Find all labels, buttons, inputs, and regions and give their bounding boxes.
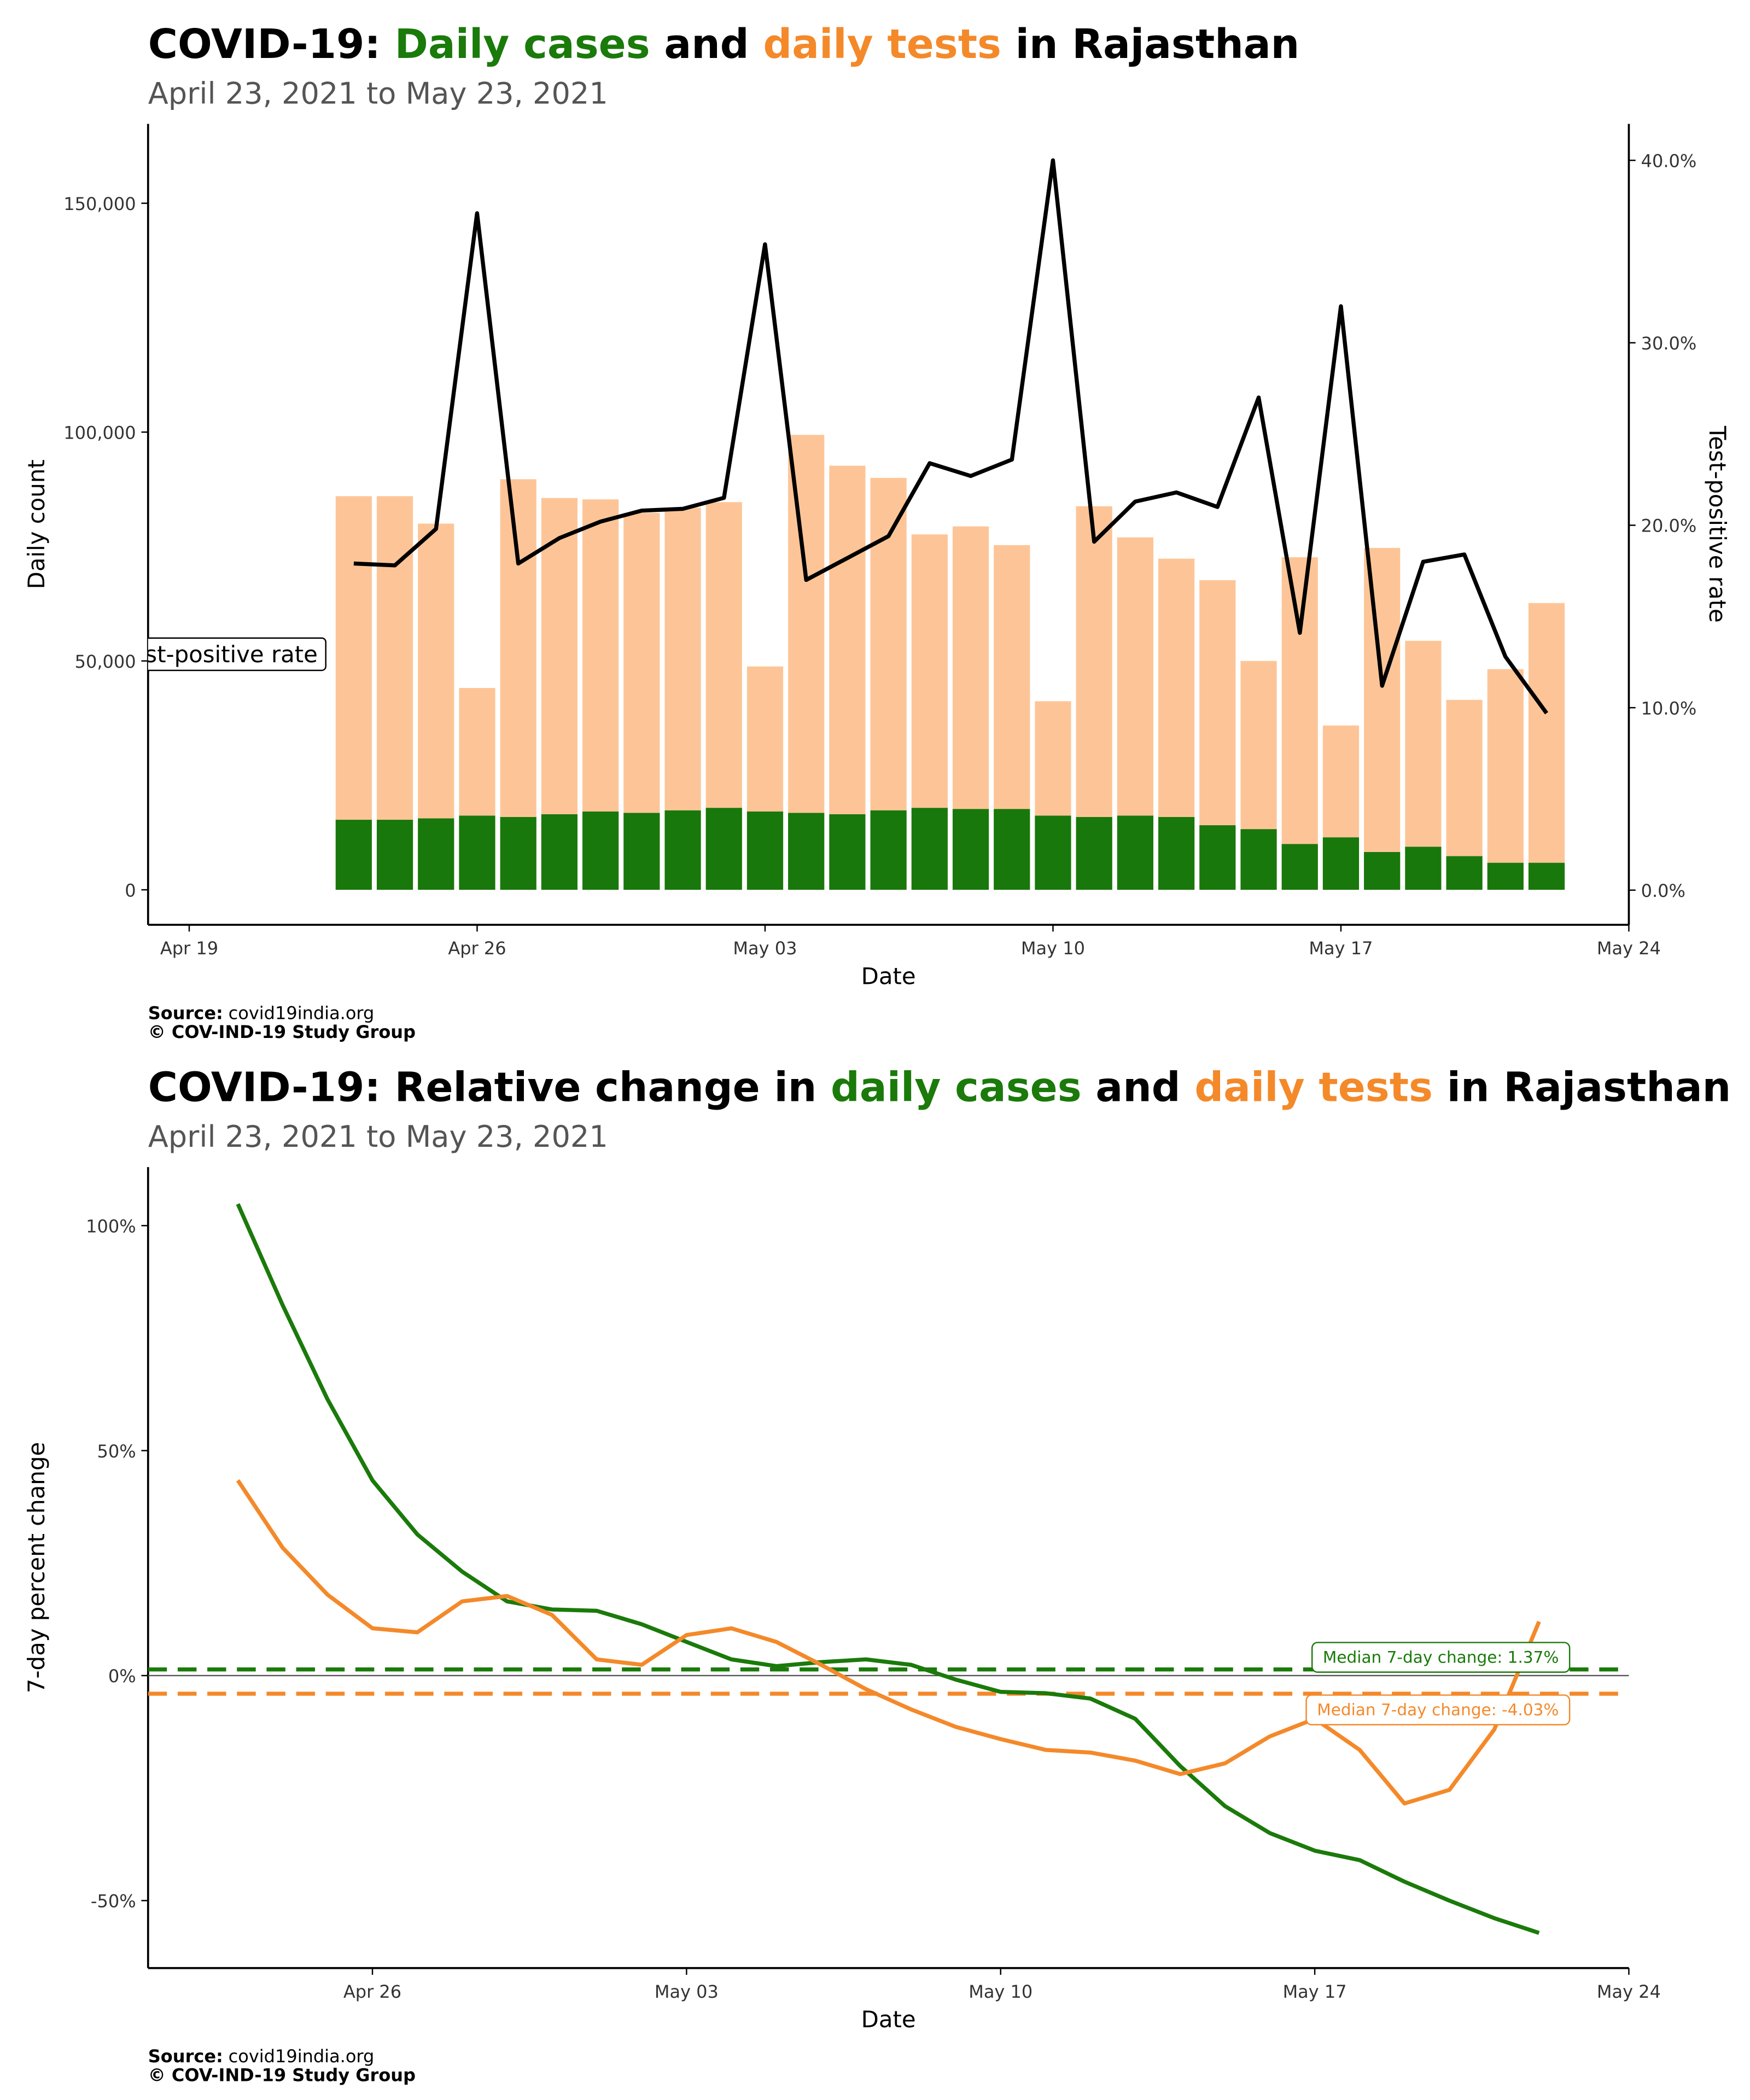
title-part: daily tests (1194, 1064, 1433, 1111)
median-label-text: Median 7-day change: -4.03% (1317, 1700, 1559, 1719)
annotation-text: st-positive rate (145, 641, 318, 668)
chart-subtitle: April 23, 2021 to May 23, 2021 (148, 77, 608, 111)
bar (911, 808, 948, 890)
median-label-text: Median 7-day change: 1.37% (1323, 1648, 1559, 1666)
bar (1446, 856, 1483, 890)
bar (1364, 852, 1401, 890)
bar (1199, 825, 1236, 890)
title-part: COVID-19: Relative change in (148, 1064, 831, 1111)
annotation-box (148, 637, 326, 672)
copyright: © COV-IND-19 Study Group (148, 2065, 416, 2086)
bar (870, 810, 907, 890)
source-text: covid19india.org (229, 1002, 375, 1023)
y-tick-label: 50% (97, 1441, 136, 1462)
y-tick-label: 150,000 (63, 194, 136, 214)
chart-title: COVID-19: Daily cases and daily tests in… (148, 21, 1299, 68)
bar (1487, 669, 1524, 890)
x-axis-title: Date (861, 2006, 916, 2033)
y-tick-label: 50,000 (75, 651, 136, 672)
median-label: Median 7-day change: -4.03% (1305, 1694, 1571, 1725)
chart-title: COVID-19: Relative change in daily cases… (148, 1064, 1731, 1111)
title-part: and (650, 21, 763, 68)
title-part: Daily cases (395, 21, 650, 68)
bar (994, 809, 1030, 890)
x-tick-label: May 10 (969, 1981, 1032, 2002)
bar (1158, 816, 1195, 890)
x-tick-label: Apr 26 (448, 938, 506, 959)
source-label: Source: (148, 2046, 223, 2067)
y-tick-label: -50% (91, 1891, 136, 1912)
title-part: in Rajasthan (1433, 1064, 1731, 1111)
y2-tick-label: 40.0% (1641, 150, 1697, 171)
bar (1364, 547, 1401, 890)
bar (623, 813, 660, 890)
bar (664, 810, 701, 890)
bar (1281, 557, 1318, 890)
y-tick-label: 100,000 (63, 422, 136, 443)
bar (1405, 847, 1442, 890)
x-tick-label: May 03 (733, 938, 797, 959)
bar (1240, 829, 1277, 890)
y-tick-label: 0% (108, 1666, 136, 1687)
bar (1528, 603, 1565, 890)
bar (829, 814, 866, 890)
bar (376, 820, 413, 890)
series-line (236, 1203, 1540, 1935)
bar (335, 820, 372, 890)
y-axis-title: Daily count (23, 459, 50, 589)
source-text: covid19india.org (229, 2046, 375, 2067)
bar (541, 814, 578, 890)
title-part: daily cases (831, 1064, 1082, 1111)
title-part: and (1082, 1064, 1195, 1111)
x-tick-label: May 24 (1597, 938, 1661, 959)
title-part: in Rajasthan (1001, 21, 1299, 68)
source-label: Source: (148, 1002, 223, 1023)
bar (500, 816, 536, 890)
bar (1117, 815, 1153, 890)
chart-subtitle: April 23, 2021 to May 23, 2021 (148, 1119, 608, 1154)
y-tick-label: 100% (86, 1216, 136, 1236)
x-axis-title: Date (861, 962, 916, 989)
y2-tick-label: 0.0% (1641, 880, 1685, 901)
bar (952, 809, 989, 890)
bar (1076, 816, 1112, 890)
annotation: st-positive rate (145, 637, 326, 672)
x-tick-label: May 17 (1283, 1981, 1347, 2002)
y2-tick-label: 20.0% (1641, 516, 1697, 536)
y2-axis-title: Test-positive rate (1704, 425, 1731, 623)
median-label-box (1311, 1642, 1571, 1673)
title-part: COVID-19: (148, 21, 395, 68)
bar (459, 815, 495, 890)
bar (1487, 862, 1524, 890)
x-tick-label: May 17 (1309, 938, 1373, 959)
bar (788, 813, 825, 890)
bar (418, 818, 454, 890)
bar (1528, 862, 1565, 890)
x-tick-label: May 24 (1597, 1981, 1661, 2002)
median-label: Median 7-day change: 1.37% (1311, 1642, 1571, 1673)
series-line (353, 158, 1549, 715)
median-label-box (1305, 1694, 1571, 1725)
bar (582, 811, 619, 890)
y2-tick-label: 10.0% (1641, 698, 1697, 719)
bar (1281, 844, 1318, 890)
source: Source: covid19india.org (148, 1002, 375, 1023)
bar (1322, 837, 1360, 890)
bar (705, 808, 742, 890)
y-axis-title: 7-day percent change (23, 1442, 50, 1693)
bar (746, 811, 784, 890)
x-tick-label: May 10 (1021, 938, 1085, 959)
title-part: daily tests (763, 21, 1001, 68)
y2-tick-label: 30.0% (1641, 333, 1697, 354)
bar (1035, 815, 1071, 890)
x-tick-label: May 03 (655, 1981, 719, 2002)
copyright: © COV-IND-19 Study Group (148, 1022, 416, 1042)
x-tick-label: Apr 26 (343, 1981, 401, 2002)
source: Source: covid19india.org (148, 2046, 375, 2067)
y-tick-label: 0 (125, 880, 136, 901)
x-tick-label: Apr 19 (160, 938, 218, 959)
